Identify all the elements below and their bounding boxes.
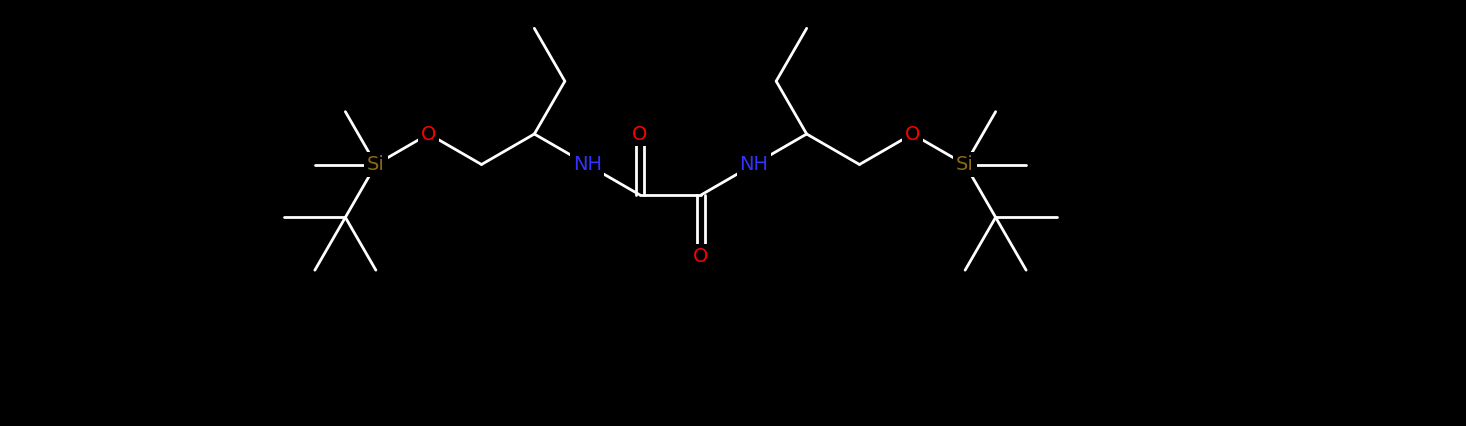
Text: Si: Si xyxy=(366,155,384,174)
Text: O: O xyxy=(421,124,437,144)
Text: O: O xyxy=(632,124,648,144)
Text: O: O xyxy=(693,247,708,265)
Text: Si: Si xyxy=(956,155,973,174)
Text: O: O xyxy=(905,124,921,144)
Text: NH: NH xyxy=(573,155,601,174)
Text: NH: NH xyxy=(739,155,768,174)
